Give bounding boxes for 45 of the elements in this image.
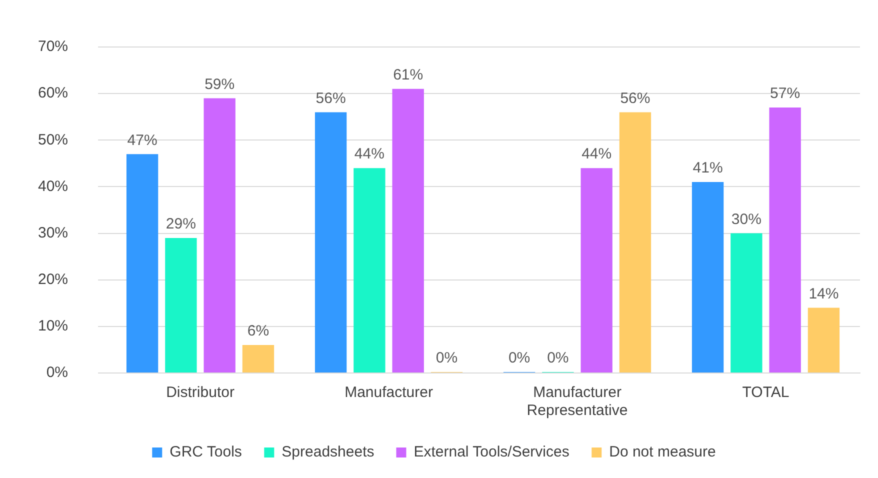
y-tick-label: 70% [38, 38, 68, 56]
bar [808, 308, 840, 372]
y-tick-label: 20% [38, 271, 68, 288]
y-tick-label: 30% [38, 224, 68, 242]
legend-label: Do not measure [609, 444, 716, 461]
data-label: 56% [620, 90, 650, 107]
data-label: 59% [204, 76, 235, 93]
bar [580, 168, 612, 372]
data-label: 0% [547, 350, 569, 367]
bar [126, 154, 158, 372]
y-tick-label: 0% [46, 364, 68, 382]
bar [730, 233, 762, 372]
bar [204, 98, 236, 372]
y-tick-label: 60% [38, 84, 68, 102]
data-label: 14% [808, 285, 839, 302]
data-label: 44% [354, 146, 384, 163]
bar [314, 112, 347, 372]
bar [769, 108, 801, 372]
x-tick-label: Manufacturer [344, 384, 433, 402]
data-label: 44% [582, 146, 612, 163]
x-tick-label: Distributor [166, 384, 234, 402]
bar [354, 168, 386, 372]
data-label: 57% [770, 85, 800, 102]
y-tick-label: 40% [38, 178, 68, 195]
y-tick-label: 50% [38, 131, 68, 148]
data-label: 0% [436, 350, 458, 367]
legend-label: External Tools/Services [414, 444, 570, 461]
data-label: 47% [127, 132, 158, 149]
data-label: 6% [247, 322, 270, 340]
data-label: 29% [166, 216, 196, 233]
data-label: 41% [692, 160, 723, 177]
bar [692, 182, 724, 372]
legend-label: Spreadsheets [282, 444, 374, 461]
bar [165, 238, 197, 372]
legend-label: GRC Tools [170, 444, 242, 461]
y-tick-label: 10% [38, 318, 68, 335]
bar [242, 345, 274, 372]
data-label: 0% [508, 350, 530, 367]
bar [619, 112, 652, 372]
data-label: 30% [731, 210, 762, 228]
x-tick-label: Manufacturer Representative [526, 384, 628, 420]
data-label: 61% [393, 66, 424, 84]
data-label: 56% [316, 90, 346, 107]
x-tick-label: TOTAL [742, 384, 790, 402]
bar [392, 88, 424, 372]
